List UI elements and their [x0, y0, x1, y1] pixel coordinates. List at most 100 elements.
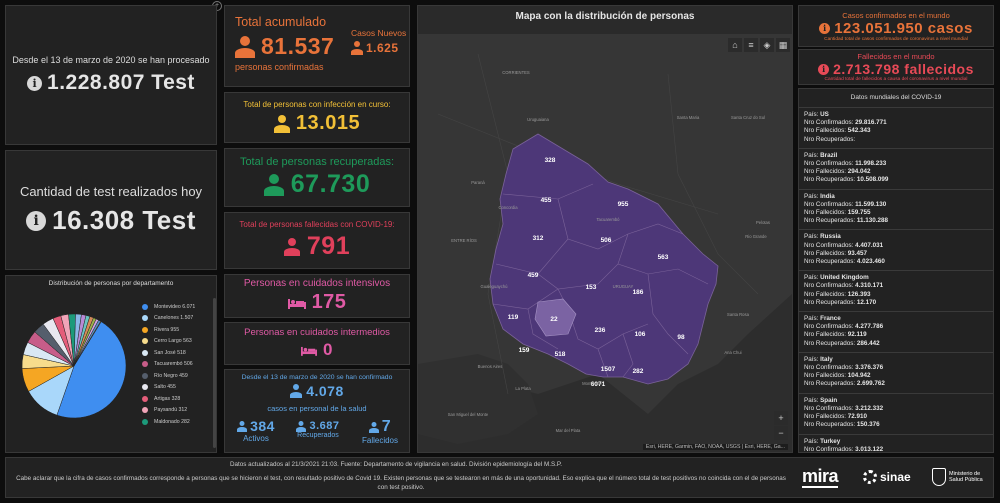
country-recovered-row: Nro Recuperados: 10.508.099	[804, 176, 988, 184]
country-item[interactable]: País: Brazil Nro Confirmados: 11.998.233 N…	[799, 149, 993, 190]
legend-label: Paysandú 312	[154, 407, 188, 414]
legend-item[interactable]: Artigas 328	[142, 393, 212, 405]
department-label[interactable]: 22	[550, 316, 558, 323]
place-label: Paraná	[471, 180, 485, 185]
zoom-in-button[interactable]: +	[774, 411, 788, 425]
legend-scrollbar[interactable]	[213, 298, 216, 448]
legend-item[interactable]: Salto 455	[142, 382, 212, 394]
department-label[interactable]: 563	[658, 254, 669, 261]
row-label: País:	[804, 437, 821, 445]
department-label[interactable]: 955	[618, 201, 629, 208]
grid-icon[interactable]: ▦	[776, 38, 790, 52]
department-label[interactable]: 6071	[591, 381, 606, 388]
world-deaths-panel: Fallecidos en el mundo i 2.713.798 falle…	[798, 49, 994, 85]
pie-slice[interactable]	[73, 321, 102, 367]
list-icon[interactable]: ≡	[744, 38, 758, 52]
department-label[interactable]: 106	[635, 331, 646, 338]
legend-label: Maldonado 282	[154, 418, 190, 425]
legend-item[interactable]: Paysandú 312	[142, 405, 212, 417]
deaths-title: Total de personas fallecidas con COVID-1…	[239, 220, 395, 229]
row-value: 72.910	[847, 413, 868, 421]
country-item[interactable]: País: United Kingdom Nro Confirmados: 4.3…	[799, 271, 993, 313]
info-icon: i	[27, 75, 43, 91]
total-value: 81.537	[261, 33, 335, 59]
department-label[interactable]: 98	[677, 334, 685, 341]
legend-item[interactable]: Canelones 1.507	[142, 313, 212, 325]
row-label: País:	[804, 396, 821, 404]
active-panel: Total de personas con infección en curso…	[224, 92, 410, 143]
person-icon	[237, 421, 248, 432]
row-value: 93.457	[847, 249, 868, 257]
department-label[interactable]: 312	[533, 235, 544, 242]
person-icon	[351, 41, 363, 55]
department-pie-chart[interactable]	[14, 306, 134, 426]
place-label: Mar del Plata	[556, 428, 581, 433]
department-label[interactable]: 328	[545, 157, 556, 164]
map-canvas[interactable]: 328 455 955 312 506 563 459 153 186 119 22 236 106 98…	[418, 34, 792, 452]
country-item[interactable]: País: US Nro Confirmados: 29.816.771 Nro F…	[799, 108, 993, 149]
home-icon[interactable]: ⌂	[728, 38, 742, 52]
row-label: País:	[804, 111, 821, 118]
country-country-row: País: United Kingdom	[804, 274, 988, 282]
tests-since-value: 1.228.807 Test	[47, 71, 195, 94]
department-label[interactable]: 119	[508, 314, 519, 321]
row-label: Nro Confirmados:	[804, 323, 856, 331]
legend-item[interactable]: Montevideo 6.071	[142, 301, 212, 313]
country-country-row: País: Spain	[804, 397, 988, 405]
map-svg[interactable]: 328 455 955 312 506 563 459 153 186 119 22 236 106 98…	[418, 34, 792, 452]
legend-item[interactable]: Tacuarembó 506	[142, 359, 212, 371]
world-list[interactable]: País: US Nro Confirmados: 29.816.771 Nro F…	[799, 108, 993, 453]
legend-item[interactable]: Cerro Largo 563	[142, 336, 212, 348]
department-label[interactable]: 186	[633, 289, 644, 296]
bed-icon	[301, 346, 318, 356]
row-label: Nro Recuperados:	[804, 339, 857, 347]
department-label[interactable]: 1507	[601, 366, 616, 373]
country-item[interactable]: País: Spain Nro Confirmados: 3.212.332 Nro…	[799, 394, 993, 435]
legend-item[interactable]: Maldonado 282	[142, 416, 212, 428]
country-recovered-row: Nro Recuperados: 2.699.762	[804, 380, 988, 388]
layers-icon[interactable]: ◈	[760, 38, 774, 52]
department-label[interactable]: 459	[528, 272, 539, 279]
country-item[interactable]: País: Italy Nro Confirmados: 3.376.376 Nro…	[799, 353, 993, 394]
icu-panel: Personas en cuidados intensivos 175	[224, 274, 410, 318]
active-title: Total de personas con infección en curso…	[243, 100, 391, 109]
row-value: 104.942	[847, 372, 871, 380]
legend-label: Cerro Largo 563	[154, 338, 192, 345]
row-value: 11.998.233	[855, 160, 887, 168]
legend-item[interactable]: Rivera 955	[142, 324, 212, 336]
legend-item[interactable]: San José 518	[142, 347, 212, 359]
bed-icon	[287, 298, 306, 309]
total-title: Total acumulado	[235, 15, 327, 29]
tests-today-panel: Cantidad de test realizados hoy i 16.308…	[5, 150, 217, 270]
legend-swatch	[142, 407, 148, 414]
country-item[interactable]: País: France Nro Confirmados: 4.277.786 Nr…	[799, 312, 993, 353]
staff-deaths-value: 7	[381, 418, 392, 435]
country-item[interactable]: País: Russia Nro Confirmados: 4.407.031 Nr…	[799, 230, 993, 272]
chart-title: Distribución de personas por departament…	[48, 280, 174, 287]
department-label[interactable]: 518	[555, 351, 566, 358]
legend-swatch	[142, 326, 148, 333]
legend-item[interactable]: Río Negro 459	[142, 370, 212, 382]
person-icon	[283, 238, 300, 256]
department-label[interactable]: 455	[541, 197, 552, 204]
info-icon: i	[818, 63, 830, 75]
country-deaths-row: Nro Fallecidos: 104.942	[804, 372, 988, 380]
legend-label: Tacuarembó 506	[154, 361, 193, 368]
department-label[interactable]: 236	[595, 327, 606, 334]
department-label[interactable]: 282	[633, 368, 644, 375]
pie-slice[interactable]	[56, 321, 127, 419]
country-item[interactable]: País: India Nro Confirmados: 11.599.130 Nr…	[799, 190, 993, 231]
country-confirmed-row: Nro Confirmados: 4.277.786	[804, 323, 988, 331]
department-label[interactable]: 506	[601, 237, 612, 244]
intermediate-panel: Personas en cuidados intermedios 0	[224, 322, 410, 365]
department-label[interactable]: 153	[586, 284, 597, 291]
row-value: Turkey	[820, 437, 841, 445]
flores-highlight[interactable]	[534, 298, 577, 337]
department-label[interactable]: 159	[519, 347, 530, 354]
zoom-out-button[interactable]: −	[774, 426, 788, 440]
world-confirmed-title: Casos confirmados en el mundo	[842, 10, 950, 20]
place-label: San Miguel del Monte	[448, 412, 489, 417]
country-recovered-row: Nro Recuperados:	[804, 136, 988, 144]
country-deaths-row: Nro Fallecidos: 93.457	[804, 250, 988, 258]
